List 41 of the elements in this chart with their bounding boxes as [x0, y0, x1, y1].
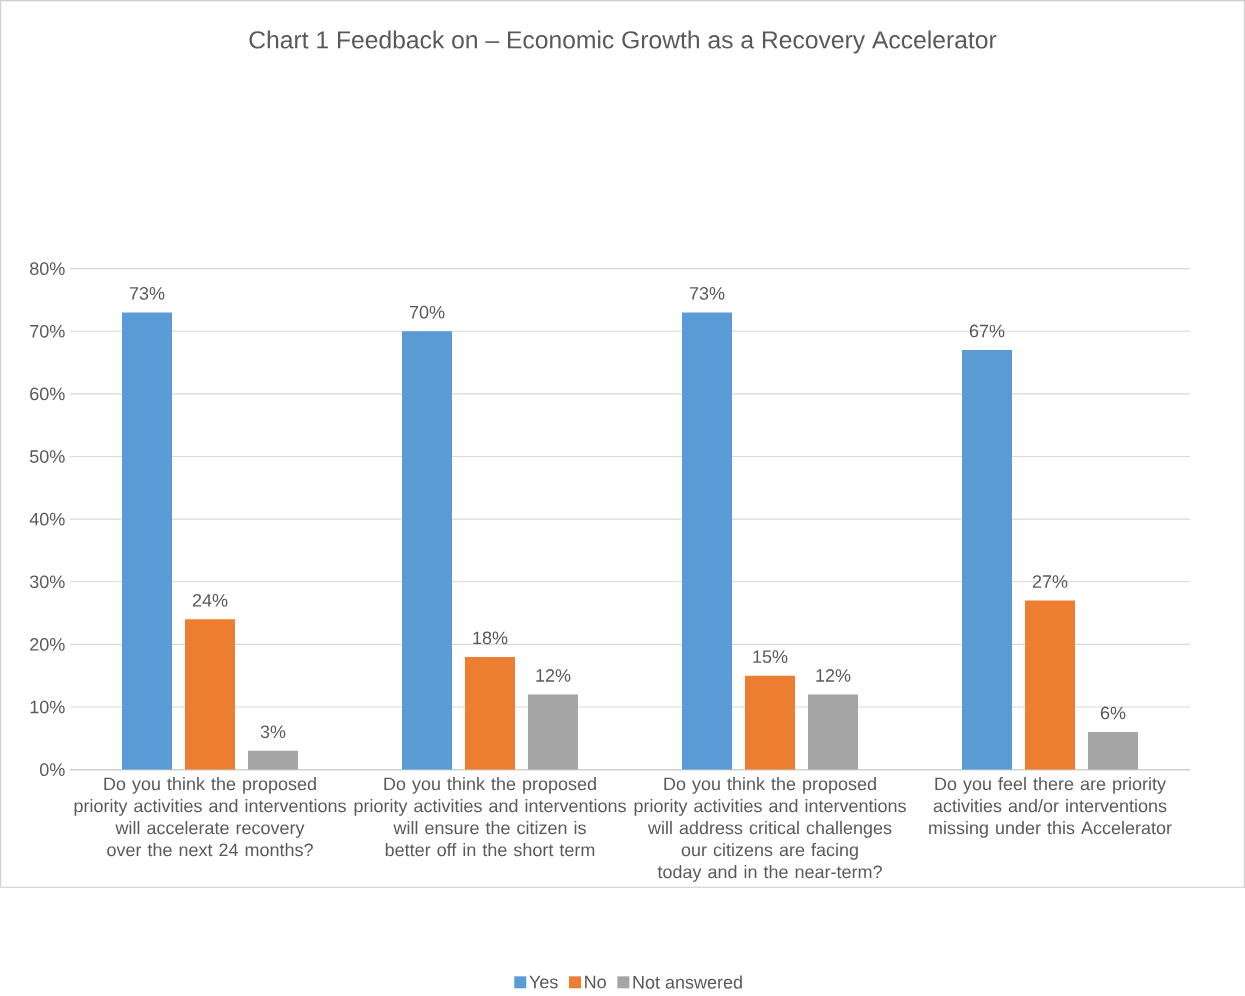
bar	[808, 694, 859, 770]
data-label: 15%	[753, 650, 788, 664]
y-tick-label: 70%	[30, 324, 65, 338]
legend-label: No	[585, 975, 606, 989]
data-label: 6%	[1100, 706, 1126, 720]
bar	[122, 312, 172, 770]
bar	[1025, 600, 1076, 770]
y-tick-label: 50%	[29, 450, 65, 463]
y-tick-label: 80%	[30, 262, 65, 276]
y-tick-label: 60%	[30, 387, 65, 401]
data-label: 67%	[969, 324, 1005, 338]
y-tick-label: 10%	[30, 700, 65, 714]
bar	[1088, 732, 1139, 770]
bar	[528, 694, 578, 770]
bar	[745, 675, 796, 770]
data-label: 12%	[536, 669, 571, 682]
bar	[402, 331, 452, 770]
legend-label: Yes	[529, 975, 558, 989]
bar	[962, 350, 1013, 770]
legend-label: Not answered	[633, 975, 742, 989]
bar	[185, 619, 235, 770]
x-tick-label: Do you think the proposed priority activities and interventions will address critical challenges our citizens are facing today and in the near-term?	[634, 777, 906, 882]
data-label: 18%	[473, 631, 508, 645]
data-label: 12%	[816, 669, 851, 682]
x-tick-label: Do you think the proposed priority activities and interventions will accelerate recovery over the next 24 months?	[74, 777, 346, 857]
x-tick-label: Do you think the proposed priority activities and interventions will ensure the citizen is better off in the short term	[354, 777, 626, 857]
bar	[682, 312, 733, 770]
y-tick-label: 0%	[39, 763, 65, 777]
y-tick-label: 40%	[29, 512, 65, 526]
data-label: 73%	[689, 287, 725, 300]
data-label: 27%	[1032, 575, 1068, 588]
bar	[465, 657, 515, 770]
data-label: 3%	[260, 725, 286, 739]
data-label: 70%	[409, 305, 445, 319]
data-label: 73%	[129, 287, 165, 300]
x-tick-label: Do you feel there are priority activities and/or interventions missing under this Accelerator	[929, 777, 1172, 838]
chart-title: Chart 1 Feedback on – Economic Growth as a Recovery Accelerator	[249, 30, 997, 54]
data-label: 24%	[192, 594, 228, 607]
y-tick-label: 30%	[29, 575, 65, 589]
bar	[248, 750, 298, 770]
y-tick-label: 20%	[30, 638, 65, 651]
